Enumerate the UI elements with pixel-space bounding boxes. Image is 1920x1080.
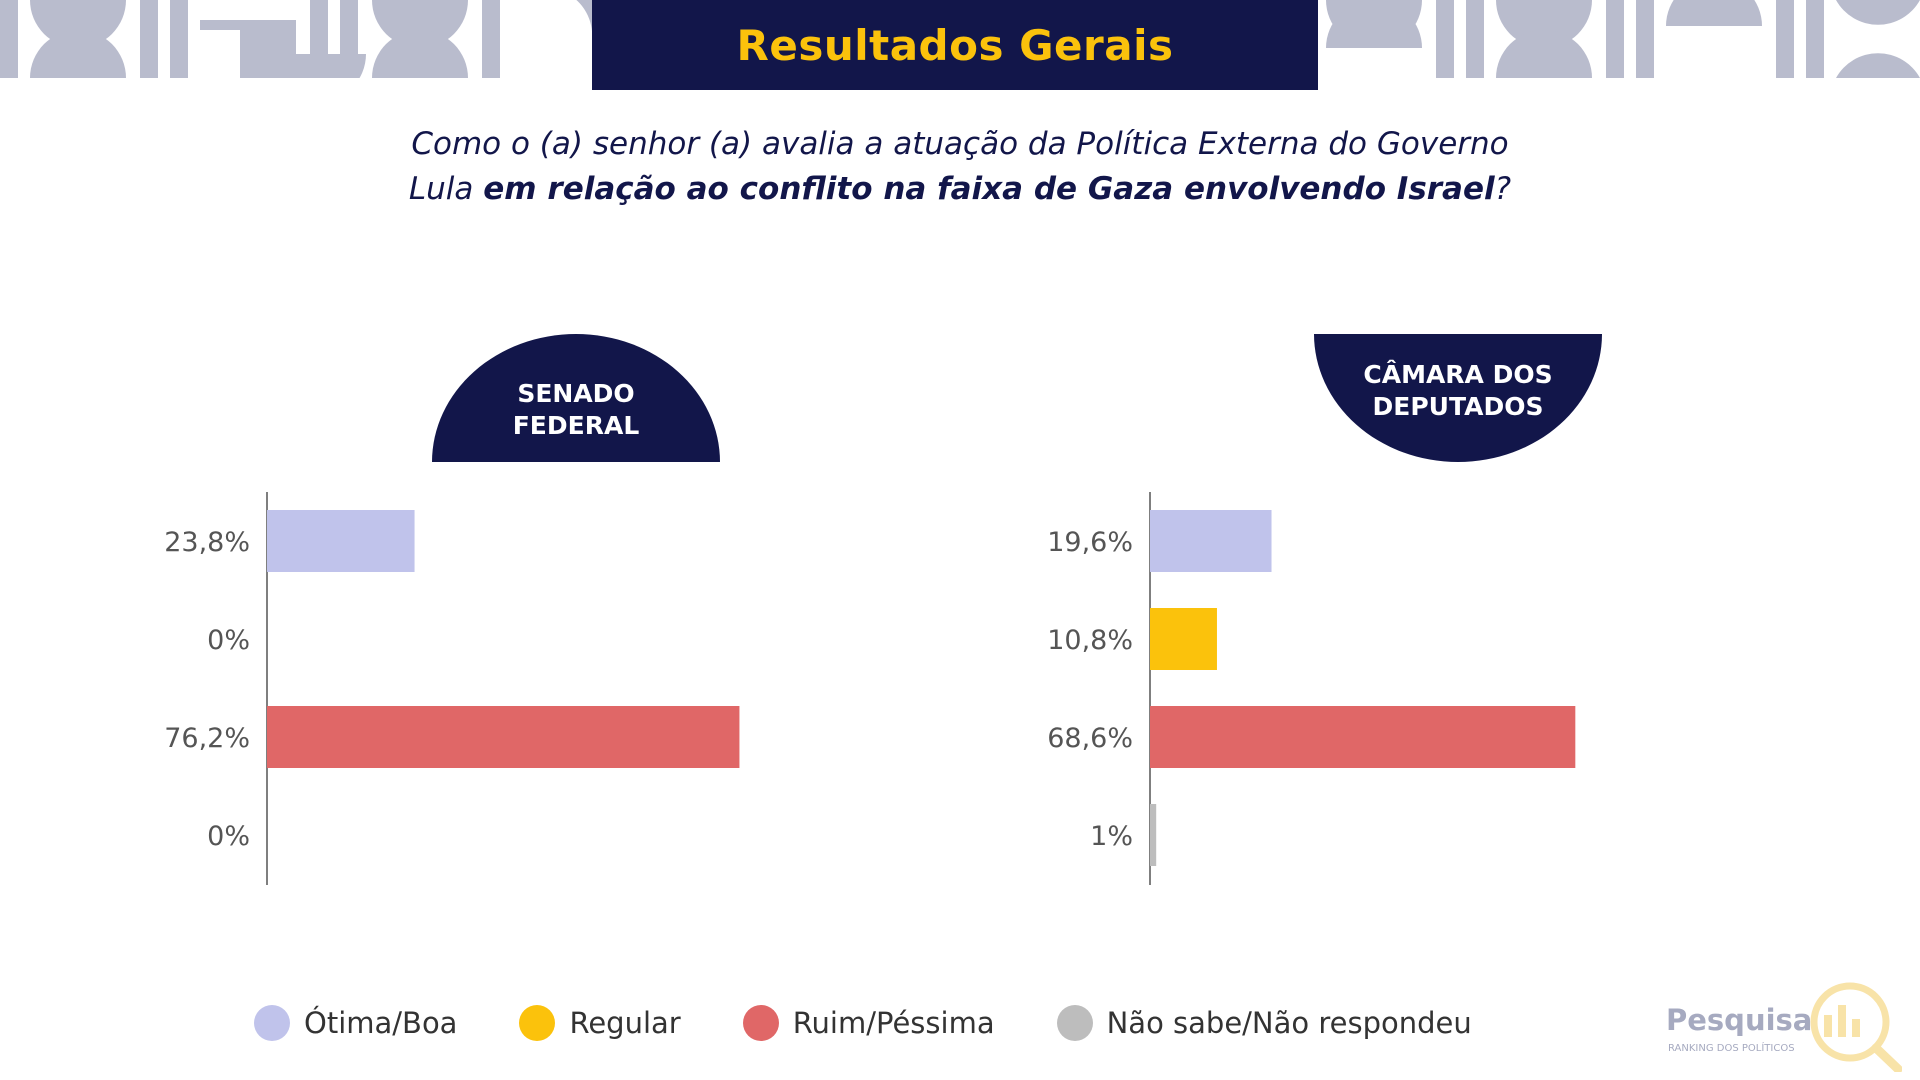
- chart-camara-value-label-3: 68,6%: [1047, 723, 1133, 754]
- legend-item-otima-boa: Ótima/Boa: [254, 1005, 457, 1041]
- legend-label-nao-sabe: Não sabe/Não respondeu: [1106, 1006, 1472, 1040]
- title-banner: Resultados Gerais: [592, 0, 1318, 90]
- question-line-2-start: Lula: [408, 171, 484, 207]
- page-title: Resultados Gerais: [736, 20, 1174, 70]
- legend-label-regular: Regular: [569, 1006, 681, 1040]
- legend-swatch-otima-boa: [254, 1005, 290, 1041]
- legend-swatch-ruim-pessima: [742, 1005, 779, 1041]
- legend-item-regular: Regular: [519, 1005, 681, 1041]
- chart-senado-svg: SENADO FEDERAL 23,8% 0% 76,2% 0%: [164, 334, 740, 885]
- chart-camara-bar-4: [1150, 804, 1157, 866]
- chart-camara-value-label-2: 10,8%: [1047, 625, 1133, 656]
- brand-name: Pesquisa: [1666, 1003, 1813, 1037]
- survey-question: Como o (a) senhor (a) avalia a atuação d…: [300, 122, 1620, 212]
- chart-legend: Ótima/Boa Regular Ruim/Péssima Não sabe/…: [254, 1000, 1534, 1046]
- chart-senado: SENADO FEDERAL 23,8% 0% 76,2% 0%: [0, 330, 900, 890]
- chart-camara-value-label-1: 19,6%: [1047, 527, 1133, 558]
- chart-senado-value-label-1: 23,8%: [164, 527, 250, 558]
- chart-senado-value-label-2: 0%: [207, 625, 250, 656]
- chart-senado-bar-1: [267, 510, 415, 572]
- magnifier-chart-icon: [1810, 982, 1902, 1072]
- question-line-1: Como o (a) senhor (a) avalia a atuação d…: [411, 126, 1509, 162]
- chart-camara-svg: CÂMARA DOS DEPUTADOS 19,6% 10,8% 68,6% 1%: [1047, 334, 1602, 885]
- chart-camara: CÂMARA DOS DEPUTADOS 19,6% 10,8% 68,6% 1%: [880, 330, 1780, 890]
- question-line-2-end: ?: [1494, 171, 1512, 207]
- chart-senado-title-line-2: FEDERAL: [513, 411, 640, 440]
- legend-label-ruim-pessima: Ruim/Péssima: [792, 1006, 995, 1040]
- chart-senado-value-label-4: 0%: [207, 821, 250, 852]
- brand-subtitle: RANKING DOS POLÍTICOS: [1668, 1043, 1795, 1054]
- chart-senado-bar-3: [267, 706, 740, 768]
- chart-camara-value-label-4: 1%: [1090, 821, 1133, 852]
- question-line-2-bold: em relação ao conflito na faixa de Gaza …: [483, 171, 1495, 207]
- chart-camara-bar-1: [1150, 510, 1272, 572]
- chart-senado-title-line-1: SENADO: [517, 379, 634, 408]
- chart-senado-value-label-3: 76,2%: [164, 723, 250, 754]
- legend-swatch-nao-sabe: [1056, 1005, 1093, 1041]
- chart-camara-title-line-2: DEPUTADOS: [1373, 392, 1544, 421]
- legend-label-otima-boa: Ótima/Boa: [304, 1006, 458, 1040]
- chart-senado-title-tag: [432, 334, 720, 462]
- brand-logo: Pesquisa RANKING DOS POLÍTICOS: [1662, 975, 1912, 1072]
- legend-swatch-regular: [519, 1005, 556, 1041]
- chart-camara-bar-2: [1150, 608, 1217, 670]
- legend-item-ruim-pessima: Ruim/Péssima: [742, 1005, 995, 1041]
- header-pattern-right: [1320, 0, 1920, 78]
- chart-camara-bar-3: [1150, 706, 1576, 768]
- chart-camara-title-tag: [1314, 334, 1602, 462]
- question-line-2: Lula em relação ao conflito na faixa de …: [300, 167, 1620, 212]
- legend-item-nao-sabe: Não sabe/Não respondeu: [1056, 1005, 1472, 1041]
- header-pattern-left: [0, 0, 592, 78]
- chart-camara-title-line-1: CÂMARA DOS: [1363, 360, 1552, 389]
